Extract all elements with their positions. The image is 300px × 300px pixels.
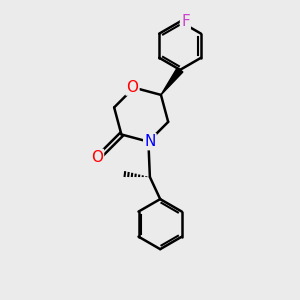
Text: O: O	[91, 150, 103, 165]
Text: O: O	[127, 80, 139, 94]
Polygon shape	[161, 68, 183, 95]
Text: F: F	[181, 14, 190, 29]
Text: N: N	[144, 134, 156, 149]
